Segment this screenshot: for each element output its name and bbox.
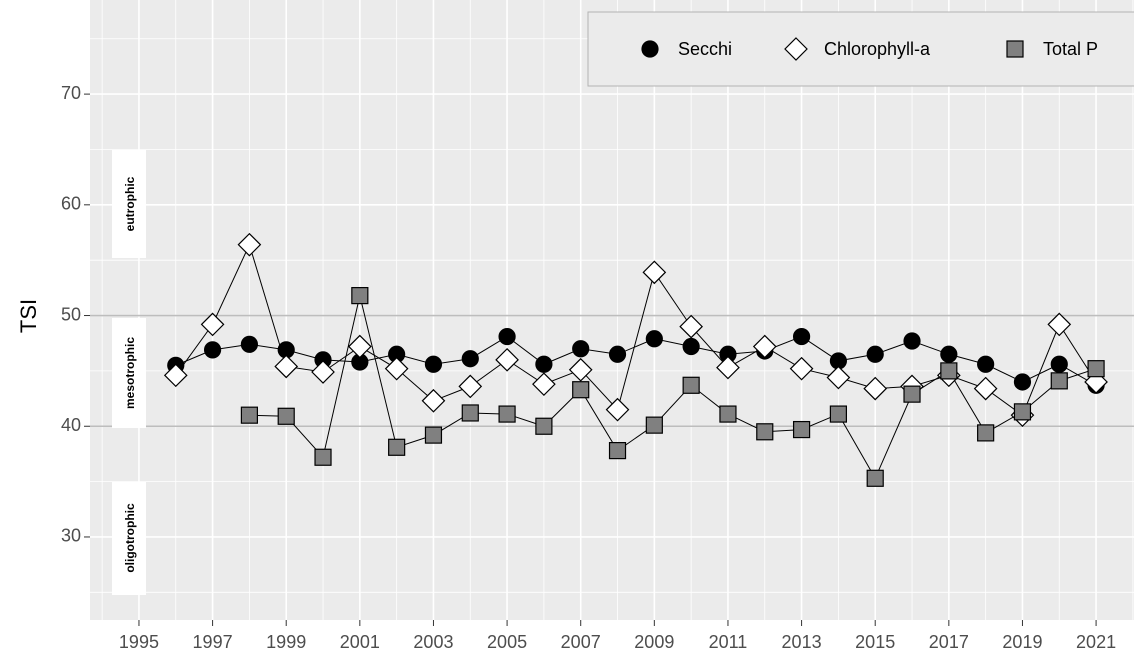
x-tick-label: 2009 <box>634 632 674 652</box>
x-tick-label: 2019 <box>1002 632 1042 652</box>
panel <box>90 0 1134 620</box>
legend-key <box>784 37 808 61</box>
point <box>682 376 700 394</box>
point <box>240 335 258 353</box>
point <box>314 448 332 466</box>
point <box>347 334 372 359</box>
point <box>203 341 222 359</box>
point <box>384 356 409 381</box>
point <box>752 334 777 359</box>
point <box>645 330 663 348</box>
point <box>1013 403 1032 421</box>
point <box>535 417 553 435</box>
point <box>863 376 888 401</box>
point <box>789 356 814 381</box>
band-label-box <box>112 482 146 595</box>
point <box>679 314 703 339</box>
point <box>535 355 553 373</box>
point <box>645 416 663 434</box>
point <box>1050 355 1068 373</box>
point <box>829 405 847 423</box>
point <box>461 404 479 422</box>
point <box>716 355 740 380</box>
point <box>682 337 700 356</box>
point <box>274 354 299 379</box>
x-tick-label: 2003 <box>413 632 453 652</box>
legend-key <box>641 40 659 58</box>
point <box>1087 360 1105 378</box>
x-tick-label: 2007 <box>561 632 601 652</box>
point <box>458 374 483 399</box>
point <box>1050 372 1068 390</box>
point <box>388 438 406 456</box>
band-label-box <box>112 150 146 258</box>
band-label: oligotrophic <box>123 503 137 573</box>
x-tick-label: 2015 <box>855 632 895 652</box>
legend-label: Chlorophyll-a <box>824 39 931 59</box>
x-tick-label: 1999 <box>266 632 306 652</box>
point <box>421 388 446 413</box>
x-tick-label: 2013 <box>782 632 822 652</box>
point <box>277 407 295 425</box>
legend <box>587 11 1134 87</box>
y-tick-label: 60 <box>61 194 81 214</box>
point <box>866 345 884 363</box>
point <box>240 406 258 424</box>
point <box>756 423 774 441</box>
point <box>351 287 369 305</box>
band-label: mesotrophic <box>123 337 137 409</box>
point <box>903 332 921 350</box>
point <box>498 327 516 346</box>
point <box>424 426 443 444</box>
point <box>163 363 188 388</box>
legend-label: Total P <box>1043 39 1098 59</box>
point <box>568 357 593 382</box>
x-tick-label: 2005 <box>487 632 527 652</box>
x-tick-label: 2017 <box>929 632 969 652</box>
point <box>792 327 811 346</box>
point <box>973 376 998 401</box>
point <box>572 381 590 399</box>
legend-label: Secchi <box>678 39 732 59</box>
point <box>719 405 737 423</box>
point <box>605 397 630 422</box>
x-tick-label: 2011 <box>709 632 748 652</box>
point <box>495 347 519 372</box>
point <box>642 260 667 285</box>
band-label: eutrophic <box>123 176 137 231</box>
point <box>200 312 225 337</box>
point <box>940 345 958 363</box>
point <box>940 362 958 380</box>
point <box>977 424 995 442</box>
point <box>1013 373 1032 391</box>
point <box>866 469 884 487</box>
series-line <box>249 295 1097 480</box>
x-tick-label: 1995 <box>119 632 159 652</box>
y-tick-label: 40 <box>61 415 81 435</box>
point <box>237 232 262 257</box>
point <box>826 365 851 390</box>
point <box>498 405 516 423</box>
point <box>461 350 479 368</box>
point <box>608 442 627 460</box>
band-label-box <box>112 318 146 428</box>
point <box>903 385 921 403</box>
point <box>608 345 627 363</box>
x-tick-label: 2001 <box>340 632 380 652</box>
point <box>1047 312 1072 337</box>
point <box>977 355 995 373</box>
legend-key <box>1006 40 1024 58</box>
x-tick-label: 1997 <box>193 632 233 652</box>
point <box>532 372 556 397</box>
y-tick-label: 30 <box>61 526 81 546</box>
y-tick-label: 50 <box>61 304 81 324</box>
point <box>572 340 590 358</box>
y-tick-label: 70 <box>61 83 81 103</box>
y-axis-label: TSI <box>16 299 41 333</box>
point <box>424 355 443 373</box>
point <box>792 420 811 439</box>
x-tick-label: 2021 <box>1076 632 1116 652</box>
point <box>311 360 335 384</box>
